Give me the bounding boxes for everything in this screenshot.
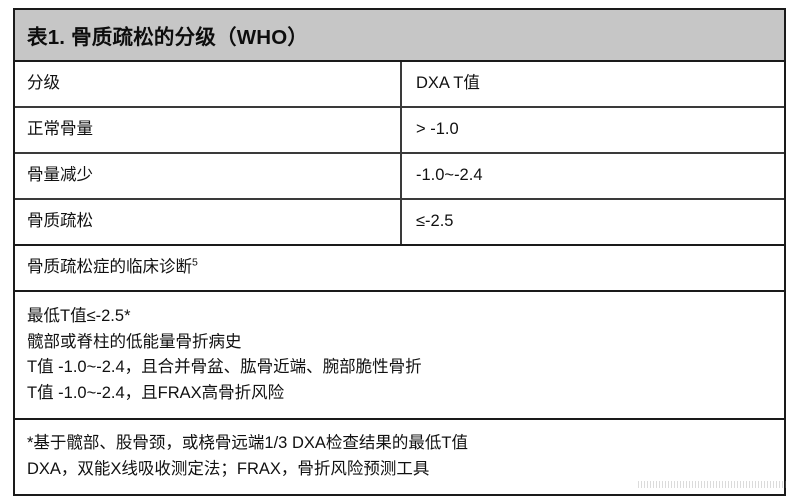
row-tscore-cell: > -1.0 [402,108,784,152]
table-title-bar: 表1. 骨质疏松的分级（WHO） [15,10,784,62]
column-header-tscore-cell: DXA T值 [402,62,784,106]
row-grade-cell: 骨量减少 [15,154,402,198]
osteoporosis-classification-table: 表1. 骨质疏松的分级（WHO） 分级 DXA T值 正常骨量 > -1.0 骨… [13,8,786,496]
clinical-diagnosis-criteria-row: 最低T值≤-2.5* 髋部或脊柱的低能量骨折病史 T值 -1.0~-2.4，且合… [15,292,784,420]
table-row: 骨质疏松 ≤-2.5 [15,200,784,246]
footnote-line: *基于髋部、股骨颈，或桡骨远端1/3 DXA检查结果的最低T值 [27,434,468,452]
row-grade-cell: 骨质疏松 [15,200,402,244]
row-tscore-cell: ≤-2.5 [402,200,784,244]
table-row: 正常骨量 > -1.0 [15,108,784,154]
footnote-line: DXA，双能X线吸收测定法；FRAX，骨折风险预测工具 [27,459,430,478]
table-column-header-row: 分级 DXA T值 [15,62,784,108]
row-tscore-value: -1.0~-2.4 [416,166,483,185]
row-grade-value: 正常骨量 [27,120,93,139]
row-tscore-cell: -1.0~-2.4 [402,154,784,198]
clinical-diagnosis-header-row: 骨质疏松症的临床诊断5 [15,246,784,292]
criteria-line: T值 -1.0~-2.4，且FRAX高骨折风险 [27,383,285,402]
row-grade-cell: 正常骨量 [15,108,402,152]
table-footnote-row: *基于髋部、股骨颈，或桡骨远端1/3 DXA检查结果的最低T值 DXA，双能X线… [15,420,784,494]
column-header-grade-cell: 分级 [15,62,402,106]
criteria-line: T值 -1.0~-2.4，且合并骨盆、肱骨近端、腕部脆性骨折 [27,358,422,376]
table-row: 骨量减少 -1.0~-2.4 [15,154,784,200]
criteria-line: 髋部或脊柱的低能量骨折病史 [27,332,242,351]
row-tscore-value: ≤-2.5 [416,212,454,231]
table-title: 表1. 骨质疏松的分级（WHO） [27,26,309,49]
row-grade-value: 骨量减少 [27,166,93,185]
criteria-line: 最低T值≤-2.5* [27,307,131,325]
row-grade-value: 骨质疏松 [27,212,93,231]
column-header-grade: 分级 [27,74,60,93]
row-tscore-value: > -1.0 [416,120,459,139]
clinical-diagnosis-label-wrap: 骨质疏松症的临床诊断5 [27,256,198,278]
clinical-diagnosis-reference-marker: 5 [192,256,198,269]
clinical-diagnosis-label: 骨质疏松症的临床诊断 [27,258,192,277]
column-header-tscore: DXA T值 [416,74,480,93]
